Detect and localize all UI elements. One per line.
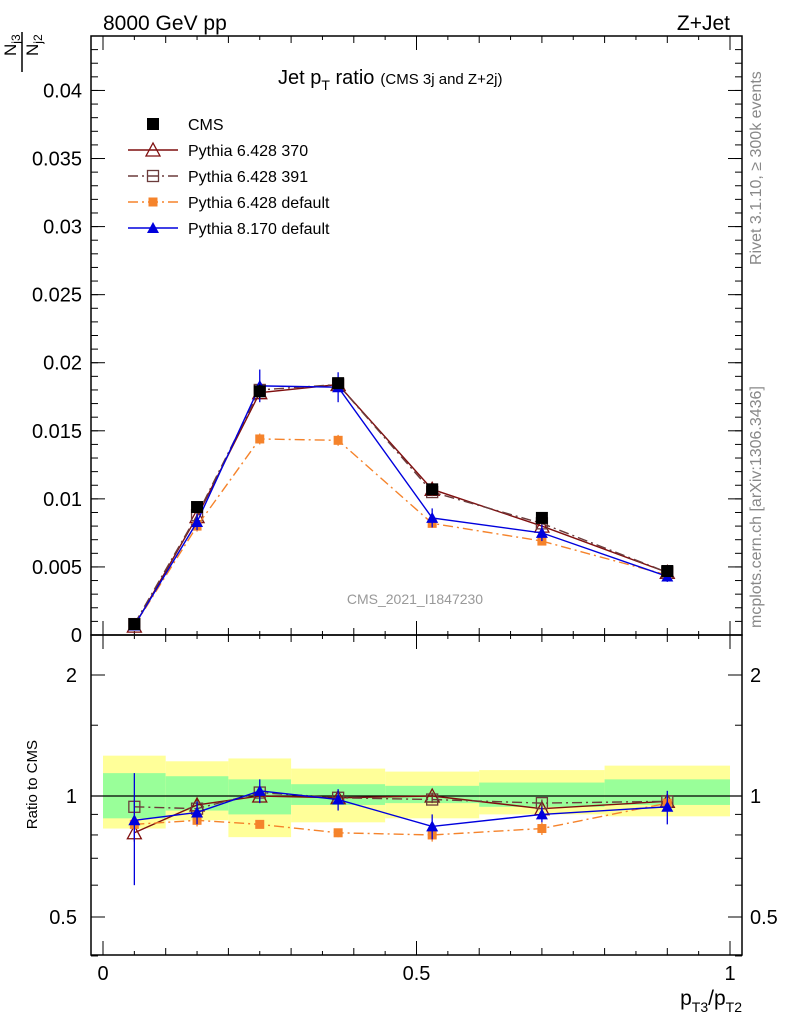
mcplots-note: mcplots.cern.ch [arXiv:1306.3436] [748, 386, 765, 628]
legend-py6_370-marker [144, 141, 162, 157]
series-py6_default-point [255, 434, 265, 444]
ratio-y-tick-label: 1 [66, 786, 77, 808]
series-py6_391-ratio-point [426, 793, 439, 806]
ratio-y-tick-label: 2 [66, 665, 77, 687]
series-py6_default-ratio-point [333, 828, 343, 838]
y-tick-label: 0 [71, 625, 82, 647]
series-cms-point [661, 565, 674, 578]
y-tick-label: 0.04 [43, 80, 82, 102]
x-tick-label: 1 [724, 963, 735, 985]
analysis-watermark: CMS_2021_I1847230 [347, 591, 483, 607]
series-cms-point [332, 377, 345, 390]
y-tick-label: 0.01 [43, 489, 82, 511]
series-cms-point [128, 618, 141, 631]
legend-cms-label: CMS [188, 117, 224, 134]
legend-py6_default-marker [148, 197, 158, 207]
y-tick-label: 0.005 [32, 557, 82, 579]
energy-label: 8000 GeV pp [103, 12, 227, 35]
series-py8_default-ratio-point [535, 808, 548, 820]
legend: CMS Pythia 6.428 370 Pythia 6.428 391 Pythi… [128, 117, 330, 238]
series-py6_370-line [133, 383, 668, 627]
series-py8_default-ratio-point [191, 806, 204, 818]
y-tick-label: 0.015 [32, 421, 82, 443]
legend-py8_default-marker [147, 222, 159, 233]
main-series [126, 369, 676, 633]
series-py8_default-point [535, 526, 548, 538]
process-label: Z+Jet [677, 12, 730, 35]
ratio-y-label: Ratio to CMS [24, 740, 41, 829]
y-tick-label: 0.035 [32, 149, 82, 171]
x-tick-label: 0 [97, 963, 108, 985]
legend-py6_391-label: Pythia 6.428 391 [188, 169, 308, 186]
series-cms-point [535, 511, 548, 524]
series-py8_default-ratio-point [426, 820, 439, 832]
x-tick-label: 0.5 [403, 963, 431, 985]
y-tick-label: 0.02 [43, 353, 82, 375]
series-py8_default-point [426, 511, 439, 523]
ratio-series [126, 773, 676, 886]
svg-text:Nj2: Nj2 [23, 34, 45, 56]
series-py6_391-line [133, 383, 668, 625]
series-py8_default-line [133, 385, 668, 626]
rivet-note: Rivet 3.1.10, ≥ 300k events [748, 71, 765, 265]
series-py8_default-ratio-point [253, 784, 266, 796]
chart-title: Jet pT ratio (CMS 3j and Z+2j) [278, 67, 503, 93]
legend-py6_370-label: Pythia 6.428 370 [188, 143, 308, 160]
main-axes: 0 0.005 0.01 0.015 0.02 0.025 0.03 0.035 0.04 [32, 35, 743, 647]
legend-py8_default-label: Pythia 8.170 default [188, 221, 330, 238]
series-py6_default-ratio-point [255, 819, 265, 829]
series-py6_default-ratio-point [537, 824, 547, 834]
ratio-y-tick-label: 0.5 [49, 907, 77, 929]
legend-py6_default-label: Pythia 6.428 default [188, 195, 330, 212]
ratio-y-tick-label-right: 2 [750, 665, 761, 687]
series-py8_default-ratio-point [661, 800, 674, 812]
series-py8_default-ratio-point [128, 814, 141, 826]
legend-py6_391-marker [146, 169, 160, 183]
series-cms-point [253, 385, 266, 398]
svg-text:Nj3: Nj3 [1, 34, 23, 56]
x-axis-label: pT3/pT2 [680, 987, 742, 1015]
y-axis-label: Nj3 Nj2 [1, 32, 45, 72]
series-cms-point [191, 501, 204, 514]
y-tick-label: 0.03 [43, 217, 82, 239]
series-py8_default-ratio-point [332, 793, 345, 805]
series-cms-point [426, 483, 439, 496]
series-py8_default-point [191, 516, 204, 528]
ratio-axes: 0 0.5 1 0.5 0.5 1 1 2 2 [49, 634, 778, 985]
legend-cms-marker [147, 118, 159, 130]
y-tick-label: 0.025 [32, 285, 82, 307]
series-py6_default-point [333, 435, 343, 445]
ratio-y-tick-label-right: 1 [750, 786, 761, 808]
ratio-y-tick-label-right: 0.5 [750, 907, 778, 929]
